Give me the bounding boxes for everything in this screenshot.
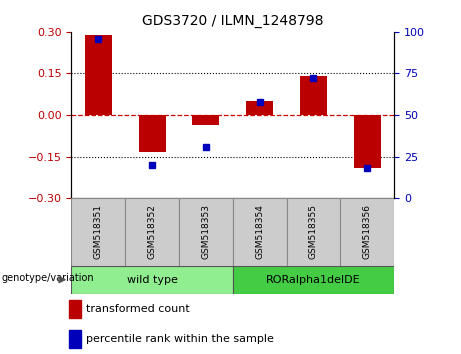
- Bar: [340, 198, 394, 266]
- Bar: [233, 266, 394, 294]
- Text: GSM518351: GSM518351: [94, 204, 103, 259]
- Bar: [179, 198, 233, 266]
- Bar: [69, 330, 81, 348]
- Bar: [354, 115, 381, 168]
- Text: wild type: wild type: [127, 275, 177, 285]
- Bar: [300, 76, 327, 115]
- Title: GDS3720 / ILMN_1248798: GDS3720 / ILMN_1248798: [142, 14, 324, 28]
- Text: GSM518353: GSM518353: [201, 204, 210, 259]
- Bar: [139, 115, 165, 153]
- Text: percentile rank within the sample: percentile rank within the sample: [87, 334, 274, 344]
- Bar: [71, 198, 125, 266]
- Bar: [233, 198, 287, 266]
- Bar: [69, 300, 81, 318]
- Text: GSM518352: GSM518352: [148, 204, 157, 259]
- Bar: [246, 101, 273, 115]
- Bar: [85, 35, 112, 115]
- Text: transformed count: transformed count: [87, 304, 190, 314]
- Text: GSM518356: GSM518356: [363, 204, 372, 259]
- Bar: [125, 198, 179, 266]
- Bar: [193, 115, 219, 125]
- Bar: [71, 266, 233, 294]
- Text: GSM518354: GSM518354: [255, 204, 264, 259]
- Text: GSM518355: GSM518355: [309, 204, 318, 259]
- Text: genotype/variation: genotype/variation: [1, 273, 94, 283]
- Text: RORalpha1delDE: RORalpha1delDE: [266, 275, 361, 285]
- Bar: [287, 198, 340, 266]
